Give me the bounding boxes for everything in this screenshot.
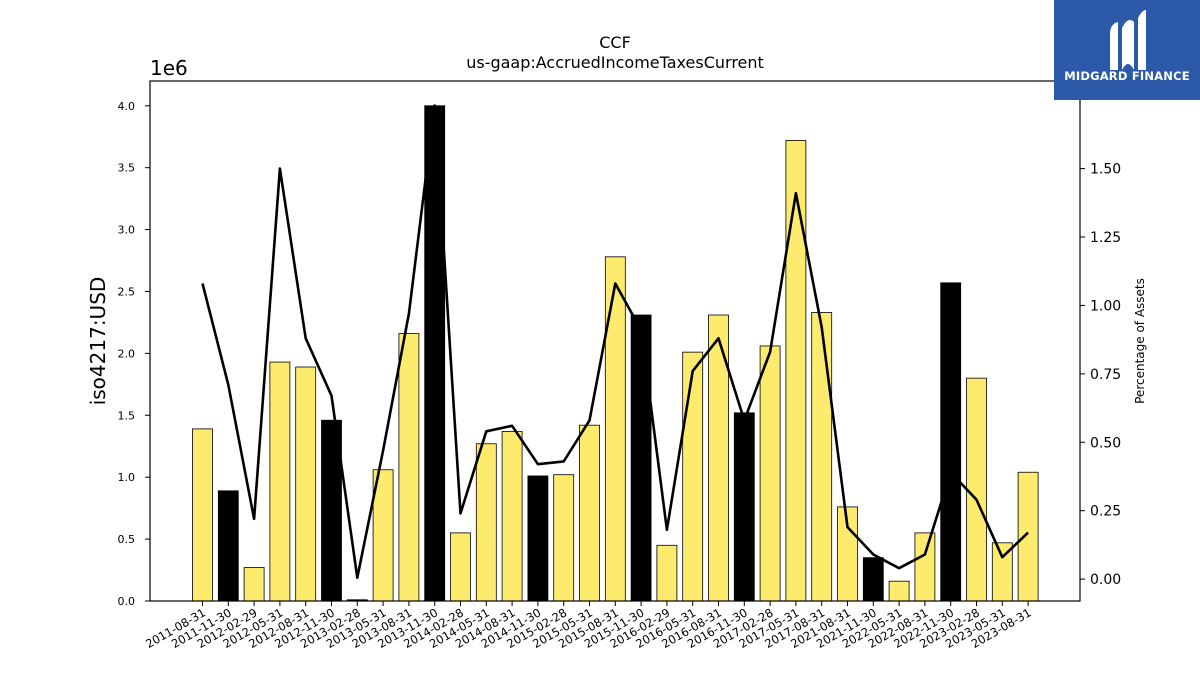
brand-logo: MIDGARD FINANCE bbox=[1054, 0, 1200, 100]
y-tick-label: 3.0 bbox=[118, 224, 136, 237]
bar-2017-05-31 bbox=[785, 140, 807, 602]
x-axis: 2011-08-312011-11-302012-02-292012-05-31… bbox=[143, 601, 1034, 651]
bar-2014-02-28 bbox=[450, 532, 471, 602]
y-axis-multiplier: 1e6 bbox=[150, 56, 188, 80]
bar-2016-11-30 bbox=[733, 412, 755, 602]
bar-2015-11-30 bbox=[630, 314, 652, 602]
y-tick-label: 3.5 bbox=[118, 162, 136, 175]
bar-2015-05-31 bbox=[579, 424, 600, 602]
bar-2014-05-31 bbox=[475, 443, 497, 602]
midgard-logo-icon bbox=[1110, 10, 1146, 70]
y-axis: 0.0 0.5 1.0 1.5 2.0 2.5 3.0 3.5 4.0 bbox=[118, 100, 150, 608]
bar-2023-08-31 bbox=[1017, 471, 1039, 602]
chart-subtitle: us-gaap:AccruedIncomeTaxesCurrent bbox=[466, 53, 764, 72]
bar-2022-05-31 bbox=[888, 580, 910, 602]
bar-2013-11-30 bbox=[424, 105, 446, 602]
bar-2015-08-31 bbox=[604, 256, 626, 602]
bar-2012-02-29 bbox=[243, 567, 265, 602]
y-axis-label: iso4217:USD bbox=[86, 277, 110, 406]
bar-group bbox=[192, 105, 1039, 602]
bar-2014-08-31 bbox=[501, 430, 523, 602]
chart-title: CCF bbox=[599, 33, 631, 52]
bar-2013-08-31 bbox=[398, 333, 420, 602]
bar-2012-08-31 bbox=[295, 366, 317, 602]
percentage-line-group bbox=[201, 104, 1029, 580]
y2-axis: 0.00 0.25 0.50 0.75 1.00 1.25 1.50 bbox=[1080, 162, 1121, 588]
y2-tick-label: 0.50 bbox=[1090, 435, 1121, 451]
y-tick-label: 0.5 bbox=[118, 533, 136, 546]
y2-tick-label: 1.50 bbox=[1090, 162, 1121, 178]
bar-2023-02-28 bbox=[966, 377, 987, 602]
bar-2022-11-30 bbox=[940, 282, 962, 602]
bar-2017-08-31 bbox=[811, 312, 833, 602]
bar-2014-11-30 bbox=[527, 475, 549, 602]
bar-2016-02-29 bbox=[656, 544, 678, 602]
bar-2011-11-30 bbox=[217, 490, 239, 602]
y-tick-label: 1.5 bbox=[118, 409, 136, 422]
y-tick-label: 2.5 bbox=[118, 285, 136, 298]
bar-2011-08-31 bbox=[192, 428, 213, 602]
bar-2012-05-31 bbox=[269, 361, 291, 602]
y-tick-label: 2.0 bbox=[118, 347, 136, 360]
bar-2015-02-28 bbox=[553, 474, 575, 602]
y2-tick-label: 1.00 bbox=[1090, 298, 1121, 314]
y-tick-label: 0.0 bbox=[118, 595, 136, 608]
y2-axis-label: Percentage of Assets bbox=[1133, 278, 1147, 404]
y-tick-label: 1.0 bbox=[118, 471, 136, 484]
y2-tick-label: 0.25 bbox=[1090, 504, 1121, 520]
y-tick-label: 4.0 bbox=[118, 100, 136, 113]
y2-tick-label: 1.25 bbox=[1090, 230, 1121, 246]
bar-2021-11-30 bbox=[862, 557, 884, 602]
bar-2017-02-28 bbox=[759, 345, 781, 602]
logo-text: MIDGARD FINANCE bbox=[1064, 69, 1190, 83]
y2-tick-label: 0.75 bbox=[1090, 367, 1121, 383]
percentage-line bbox=[201, 104, 1029, 580]
bar-2016-05-31 bbox=[682, 351, 704, 602]
y2-tick-label: 0.00 bbox=[1090, 572, 1121, 588]
bar-2022-08-31 bbox=[914, 532, 936, 602]
